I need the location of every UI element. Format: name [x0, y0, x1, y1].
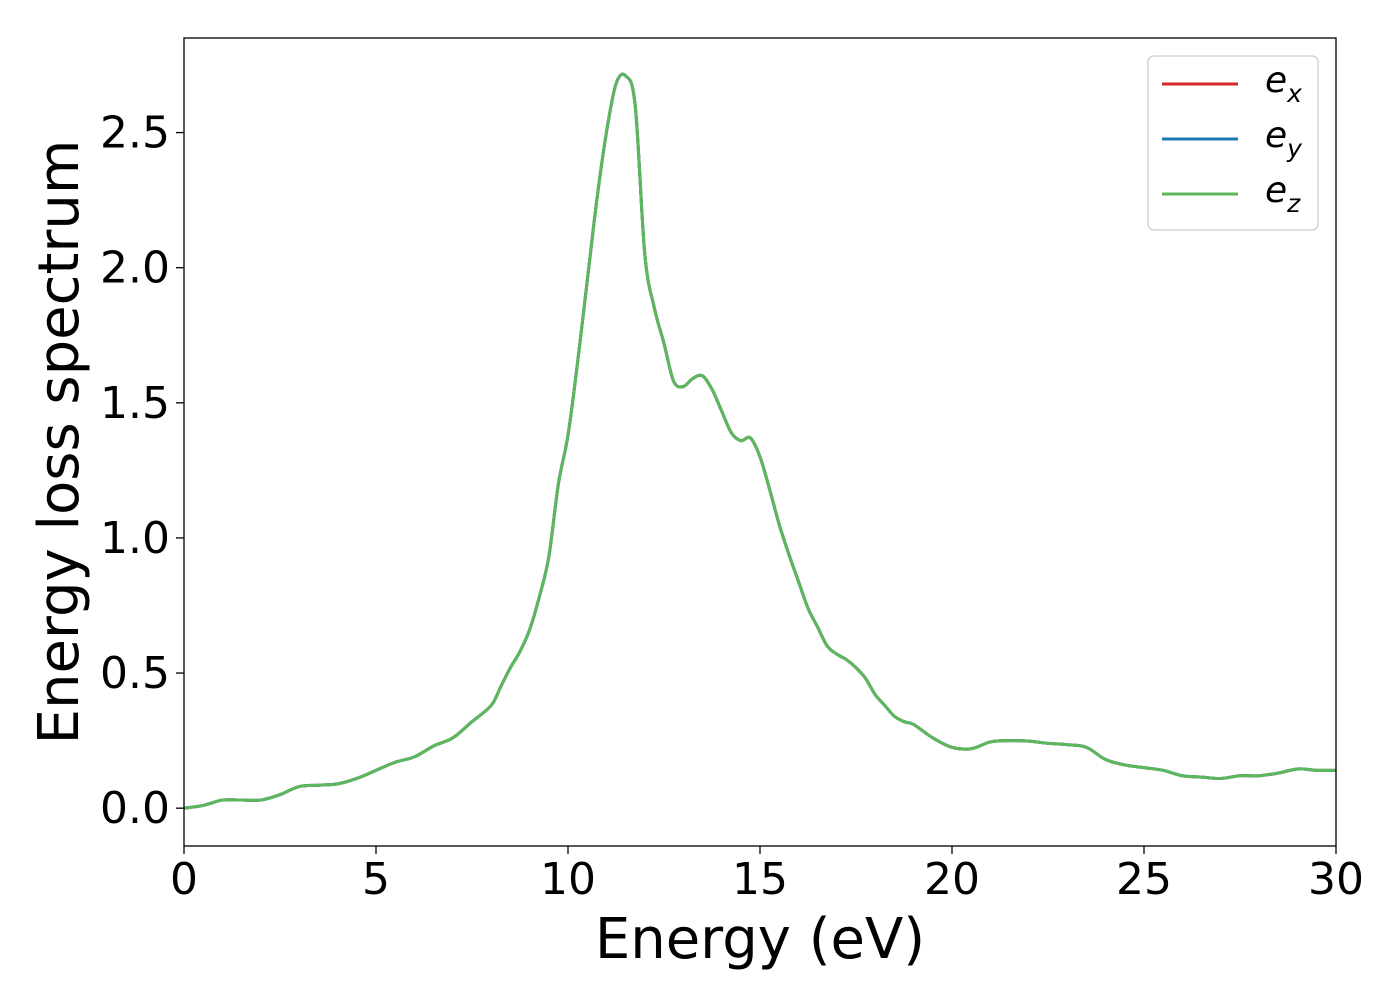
x-tick-label: 30	[1308, 854, 1364, 905]
y-tick-label: 2.5	[100, 108, 170, 159]
y-tick-label: 1.0	[100, 513, 170, 564]
x-axis-label: Energy (eV)	[595, 907, 925, 972]
y-axis: 0.0 0.5 1.0 1.5 2.0 2.5	[100, 108, 184, 834]
legend-frame	[1147, 55, 1319, 231]
x-axis: 0 5 10 15 20 25 30	[170, 846, 1364, 905]
x-tick-label: 10	[540, 854, 596, 905]
y-axis-label: Energy loss spectrum	[27, 140, 92, 745]
y-tick-label: 0.0	[100, 783, 170, 834]
y-tick-label: 1.5	[100, 378, 170, 429]
series-line-z	[184, 72, 1336, 810]
series-layer	[184, 72, 1336, 810]
y-tick-label: 0.5	[100, 648, 170, 699]
x-tick-label: 15	[732, 854, 788, 905]
y-tick-label: 2.0	[100, 243, 170, 294]
x-tick-label: 5	[362, 854, 390, 905]
x-tick-label: 25	[1116, 854, 1172, 905]
x-tick-label: 0	[170, 854, 198, 905]
x-tick-label: 20	[924, 854, 980, 905]
